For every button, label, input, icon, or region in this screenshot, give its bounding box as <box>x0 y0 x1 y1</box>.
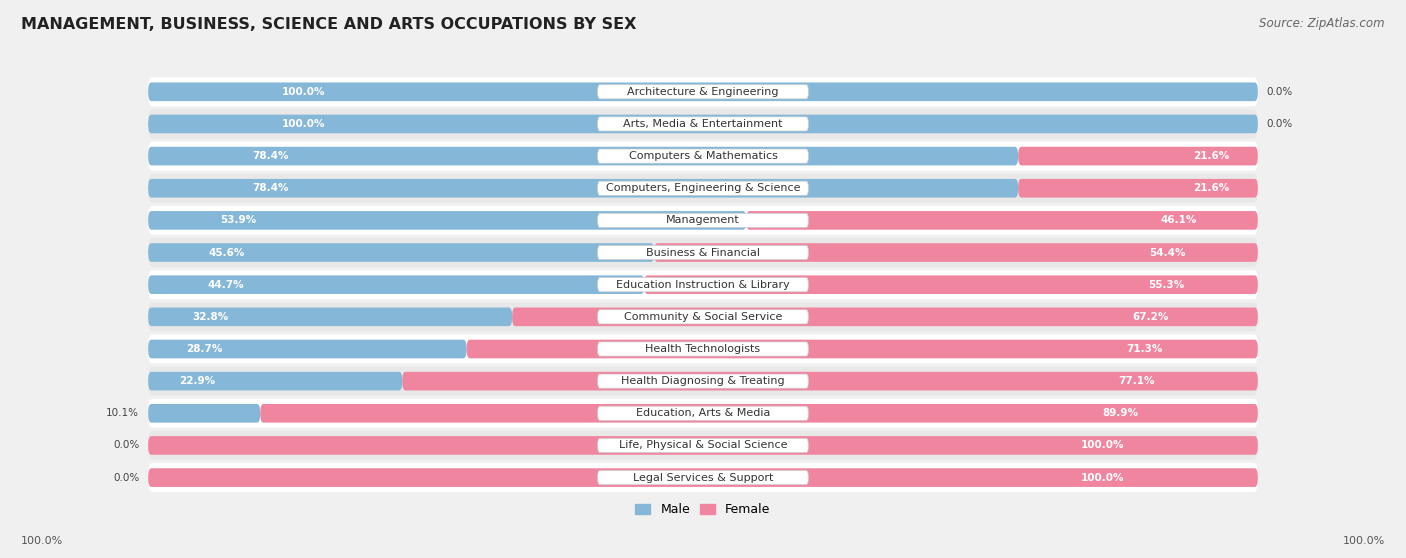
FancyBboxPatch shape <box>148 238 1258 267</box>
FancyBboxPatch shape <box>148 372 402 391</box>
FancyBboxPatch shape <box>148 436 1258 455</box>
FancyBboxPatch shape <box>148 275 644 294</box>
FancyBboxPatch shape <box>148 206 1258 235</box>
FancyBboxPatch shape <box>148 179 1018 198</box>
FancyBboxPatch shape <box>598 213 808 228</box>
FancyBboxPatch shape <box>598 439 808 453</box>
Text: 28.7%: 28.7% <box>187 344 222 354</box>
Text: 21.6%: 21.6% <box>1192 151 1229 161</box>
Text: 100.0%: 100.0% <box>281 87 325 97</box>
Text: Architecture & Engineering: Architecture & Engineering <box>627 87 779 97</box>
FancyBboxPatch shape <box>512 307 1258 326</box>
FancyBboxPatch shape <box>148 335 1258 363</box>
Text: 53.9%: 53.9% <box>219 215 256 225</box>
Text: MANAGEMENT, BUSINESS, SCIENCE AND ARTS OCCUPATIONS BY SEX: MANAGEMENT, BUSINESS, SCIENCE AND ARTS O… <box>21 17 637 32</box>
FancyBboxPatch shape <box>747 211 1258 230</box>
Text: 10.1%: 10.1% <box>107 408 139 418</box>
FancyBboxPatch shape <box>148 399 1258 428</box>
FancyBboxPatch shape <box>148 302 1258 331</box>
FancyBboxPatch shape <box>598 85 808 99</box>
Text: Health Technologists: Health Technologists <box>645 344 761 354</box>
FancyBboxPatch shape <box>644 275 1258 294</box>
FancyBboxPatch shape <box>148 404 260 422</box>
Text: 55.3%: 55.3% <box>1147 280 1184 290</box>
FancyBboxPatch shape <box>148 431 1258 460</box>
FancyBboxPatch shape <box>148 243 654 262</box>
FancyBboxPatch shape <box>148 83 1258 101</box>
FancyBboxPatch shape <box>598 149 808 163</box>
FancyBboxPatch shape <box>148 142 1258 171</box>
FancyBboxPatch shape <box>148 463 1258 492</box>
Text: Life, Physical & Social Science: Life, Physical & Social Science <box>619 440 787 450</box>
Text: Management: Management <box>666 215 740 225</box>
FancyBboxPatch shape <box>148 211 747 230</box>
Text: Education, Arts & Media: Education, Arts & Media <box>636 408 770 418</box>
Text: 77.1%: 77.1% <box>1119 376 1156 386</box>
Text: 22.9%: 22.9% <box>179 376 215 386</box>
FancyBboxPatch shape <box>467 340 1258 358</box>
FancyBboxPatch shape <box>148 367 1258 396</box>
Text: Community & Social Service: Community & Social Service <box>624 312 782 322</box>
FancyBboxPatch shape <box>148 340 467 358</box>
FancyBboxPatch shape <box>598 117 808 131</box>
FancyBboxPatch shape <box>598 374 808 388</box>
Text: 46.1%: 46.1% <box>1160 215 1197 225</box>
FancyBboxPatch shape <box>598 278 808 292</box>
Text: Business & Financial: Business & Financial <box>645 248 761 258</box>
FancyBboxPatch shape <box>1018 179 1258 198</box>
FancyBboxPatch shape <box>598 342 808 356</box>
FancyBboxPatch shape <box>598 406 808 420</box>
Text: 54.4%: 54.4% <box>1149 248 1185 258</box>
Text: 89.9%: 89.9% <box>1102 408 1137 418</box>
Text: Computers & Mathematics: Computers & Mathematics <box>628 151 778 161</box>
FancyBboxPatch shape <box>148 78 1258 106</box>
Text: 45.6%: 45.6% <box>209 248 245 258</box>
Legend: Male, Female: Male, Female <box>630 498 776 522</box>
Text: 71.3%: 71.3% <box>1126 344 1163 354</box>
FancyBboxPatch shape <box>148 109 1258 138</box>
Text: 0.0%: 0.0% <box>1267 119 1294 129</box>
FancyBboxPatch shape <box>598 470 808 485</box>
Text: Arts, Media & Entertainment: Arts, Media & Entertainment <box>623 119 783 129</box>
Text: 0.0%: 0.0% <box>112 440 139 450</box>
FancyBboxPatch shape <box>148 114 1258 133</box>
Text: 44.7%: 44.7% <box>208 280 245 290</box>
FancyBboxPatch shape <box>148 468 1258 487</box>
Text: 78.4%: 78.4% <box>253 183 290 193</box>
FancyBboxPatch shape <box>598 310 808 324</box>
Text: 32.8%: 32.8% <box>191 312 228 322</box>
Text: 100.0%: 100.0% <box>1081 473 1125 483</box>
Text: 0.0%: 0.0% <box>1267 87 1294 97</box>
FancyBboxPatch shape <box>148 307 512 326</box>
Text: Education Instruction & Library: Education Instruction & Library <box>616 280 790 290</box>
Text: Source: ZipAtlas.com: Source: ZipAtlas.com <box>1260 17 1385 30</box>
FancyBboxPatch shape <box>402 372 1258 391</box>
FancyBboxPatch shape <box>148 147 1018 165</box>
FancyBboxPatch shape <box>598 246 808 259</box>
Text: Health Diagnosing & Treating: Health Diagnosing & Treating <box>621 376 785 386</box>
Text: 100.0%: 100.0% <box>21 536 63 546</box>
FancyBboxPatch shape <box>148 270 1258 299</box>
Text: 21.6%: 21.6% <box>1192 183 1229 193</box>
Text: 100.0%: 100.0% <box>281 119 325 129</box>
Text: Legal Services & Support: Legal Services & Support <box>633 473 773 483</box>
Text: 0.0%: 0.0% <box>112 473 139 483</box>
Text: 78.4%: 78.4% <box>253 151 290 161</box>
Text: 100.0%: 100.0% <box>1081 440 1125 450</box>
FancyBboxPatch shape <box>598 181 808 195</box>
FancyBboxPatch shape <box>1018 147 1258 165</box>
Text: Computers, Engineering & Science: Computers, Engineering & Science <box>606 183 800 193</box>
FancyBboxPatch shape <box>260 404 1258 422</box>
FancyBboxPatch shape <box>148 174 1258 203</box>
FancyBboxPatch shape <box>654 243 1258 262</box>
Text: 67.2%: 67.2% <box>1132 312 1168 322</box>
Text: 100.0%: 100.0% <box>1343 536 1385 546</box>
